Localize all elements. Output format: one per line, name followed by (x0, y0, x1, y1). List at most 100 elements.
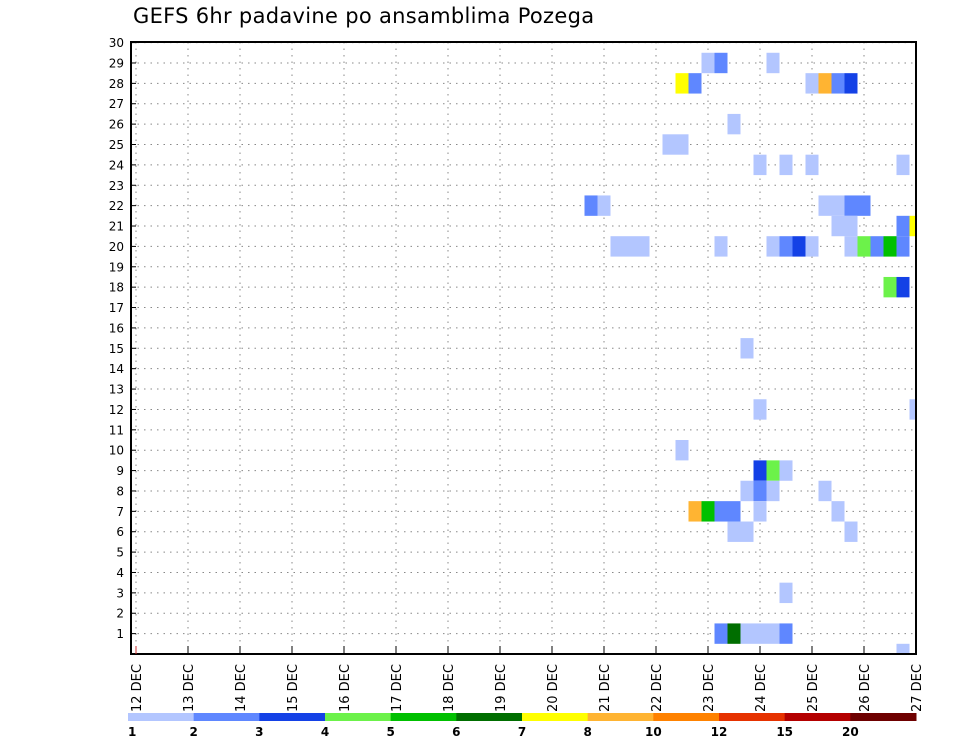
heatmap-cell (805, 154, 819, 176)
heatmap-cell (818, 480, 832, 502)
y-tick-label: 12 (109, 403, 124, 417)
y-tick-label: 28 (109, 77, 124, 91)
x-tick-label: 22 DEC (650, 664, 665, 712)
y-tick-label: 29 (109, 56, 124, 70)
y-tick-label: 17 (109, 301, 124, 315)
heatmap-cell (610, 236, 624, 257)
y-tick-label: 30 (109, 36, 124, 50)
colorbar-swatch (259, 713, 326, 721)
heatmap-cell (831, 215, 845, 237)
heatmap-cell (675, 73, 689, 94)
heatmap-cell (597, 195, 611, 216)
colorbar-label: 1 (128, 725, 136, 739)
y-tick-label: 20 (109, 240, 124, 254)
colorbar-label: 15 (776, 725, 793, 739)
heatmap-cell (766, 460, 780, 481)
y-tick-label: 15 (109, 342, 124, 356)
heatmap-cell (870, 236, 884, 257)
x-tick-label: 27 DEC (910, 664, 925, 712)
colorbar-swatch (456, 713, 523, 721)
heatmap-cell (714, 52, 728, 74)
y-tick-label: 6 (116, 525, 124, 539)
heatmap-cell (779, 460, 793, 481)
heatmap-cell (844, 215, 858, 237)
colorbar-swatch (719, 713, 786, 721)
y-tick-label: 3 (116, 586, 124, 600)
y-tick-label: 27 (109, 97, 124, 111)
y-tick-label: 4 (116, 566, 124, 580)
x-tick-label: 13 DEC (182, 664, 197, 712)
heatmap-cell (714, 501, 728, 522)
colorbar-label: 3 (255, 725, 263, 739)
chart-title: GEFS 6hr padavine po ansamblima Pozega (133, 4, 595, 28)
heatmap-cell (844, 236, 858, 257)
x-tick-label: 18 DEC (442, 664, 457, 712)
heatmap-cell (675, 134, 689, 155)
x-tick-label: 23 DEC (702, 664, 717, 712)
y-tick-label: 25 (109, 138, 124, 152)
heatmap-cell (896, 215, 910, 237)
colorbar-swatch (128, 713, 195, 721)
x-tick-label: 25 DEC (806, 664, 821, 712)
heatmap-cell (753, 154, 767, 176)
heatmap-cell (753, 399, 767, 420)
heatmap-cell (766, 480, 780, 502)
colorbar-label: 20 (842, 725, 859, 739)
colorbar-swatch (850, 713, 917, 721)
heatmap-cell (779, 623, 793, 644)
y-tick-label: 13 (109, 383, 124, 397)
colorbar-swatch (587, 713, 654, 721)
colorbar-swatch (325, 713, 392, 721)
heatmap-cell (636, 236, 650, 257)
colorbar-swatch (390, 713, 457, 721)
y-tick-label: 16 (109, 321, 124, 335)
heatmap-cell (662, 134, 676, 155)
x-tick-label: 15 DEC (286, 664, 301, 712)
heatmap-cell (857, 236, 871, 257)
heatmap-cell (766, 52, 780, 74)
heatmap-cell (844, 195, 858, 216)
heatmap-cell (883, 276, 897, 298)
y-tick-label: 21 (109, 220, 124, 234)
colorbar-legend: 1 2 3 4 5 6 7 8 10 12 15 20 (128, 713, 917, 739)
x-tick-label: 20 DEC (546, 664, 561, 712)
y-tick-label: 2 (116, 607, 124, 621)
heatmap-cell (896, 276, 910, 298)
heatmap-cell (740, 480, 754, 502)
x-axis: 12 DEC 13 DEC 14 DEC 15 DEC 16 DEC 17 DEC 18 D… (130, 646, 925, 712)
heatmap-cell (740, 338, 754, 359)
colorbar-label: 4 (321, 725, 329, 739)
y-tick-label: 19 (109, 260, 124, 274)
heatmap-cell (701, 52, 715, 74)
y-tick-label: 1 (116, 627, 124, 641)
cells-group (584, 52, 916, 654)
heatmap-cell (792, 236, 806, 257)
heatmap-cell (766, 623, 780, 644)
heatmap-cell (623, 236, 637, 257)
y-tick-label: 8 (116, 484, 124, 498)
heatmap-cell (805, 73, 819, 94)
heatmap-cell (805, 236, 819, 257)
colorbar-label: 12 (711, 725, 728, 739)
y-tick-label: 5 (116, 546, 124, 560)
heatmap-cell (753, 623, 767, 644)
x-tick-label: 19 DEC (494, 664, 509, 712)
heatmap-cell (727, 623, 741, 644)
heatmap-cell (844, 73, 858, 94)
heatmap-cells (584, 52, 916, 654)
heatmap-cell (844, 521, 858, 542)
colorbar-swatch (653, 713, 720, 721)
heatmap-cell (883, 236, 897, 257)
heatmap-cell (701, 501, 715, 522)
heatmap-cell (727, 521, 741, 542)
colorbar-label: 8 (583, 725, 591, 739)
heatmap-cell (779, 582, 793, 604)
heatmap-cell (675, 440, 689, 461)
heatmap-cell (753, 460, 767, 481)
heatmap-cell (688, 501, 702, 522)
heatmap-cell (753, 501, 767, 522)
heatmap-cell (831, 195, 845, 216)
heatmap-cell (740, 623, 754, 644)
heatmap-cell (688, 73, 702, 94)
